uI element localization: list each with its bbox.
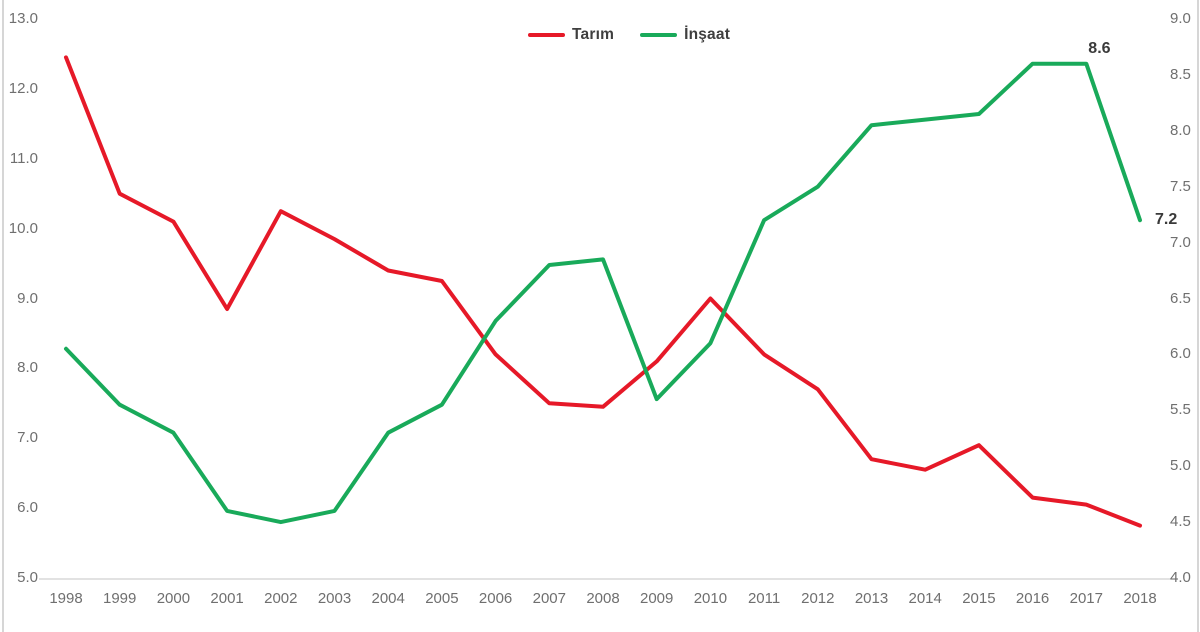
x-axis-tick: 2002 xyxy=(264,590,298,607)
x-axis-tick: 2000 xyxy=(156,590,191,607)
left-axis-tick: 6.0 xyxy=(17,499,38,517)
x-axis-tick: 2007 xyxy=(532,590,566,607)
left-axis-tick: 7.0 xyxy=(17,429,38,447)
x-axis-tick: 2013 xyxy=(854,590,889,607)
x-axis-tick: 2018 xyxy=(1123,590,1157,607)
x-axis-tick: 2009 xyxy=(640,590,674,607)
left-axis-tick: 8.0 xyxy=(17,359,38,377)
right-axis-tick: 5.5 xyxy=(1170,401,1191,419)
left-axis-tick: 11.0 xyxy=(9,149,38,167)
insaat-line xyxy=(64,61,1142,525)
tarim-line-swatch xyxy=(528,33,565,37)
x-axis-tick: 2008 xyxy=(586,590,620,607)
tarim-line xyxy=(64,55,1142,528)
x-axis-tick: 2014 xyxy=(908,590,942,607)
right-axis-tick: 4.5 xyxy=(1170,513,1191,531)
legend: Tarım İnşaat xyxy=(528,26,730,44)
left-axis-tick: 13.0 xyxy=(8,10,38,27)
x-axis-tick: 2004 xyxy=(371,590,405,607)
legend-label-insaat: İnşaat xyxy=(684,26,731,43)
left-axis-tick: 10.0 xyxy=(8,219,38,237)
left-axis-tick: 12.0 xyxy=(8,79,38,97)
right-axis-tick: 7.5 xyxy=(1170,177,1191,195)
x-axis-tick: 2003 xyxy=(317,590,352,607)
legend-label-tarim: Tarım xyxy=(572,26,615,43)
x-axis-tick: 2017 xyxy=(1069,590,1103,607)
left-axis-tick: 5.0 xyxy=(17,569,38,586)
x-axis-tick: 1998 xyxy=(49,590,83,607)
x-axis-tick: 2011 xyxy=(747,590,781,607)
window-border-left xyxy=(2,0,4,632)
x-axis-tick: 2010 xyxy=(693,590,728,607)
insaat-line-swatch xyxy=(640,33,678,37)
legend-item-tarim: Tarım xyxy=(528,26,614,44)
x-axis-tick: 2001 xyxy=(210,590,244,607)
x-axis-tick: 2006 xyxy=(478,590,513,607)
insaat-last-label: 7.2 xyxy=(1155,211,1178,229)
right-axis-tick: 5.0 xyxy=(1170,457,1191,475)
left-axis-tick: 9.0 xyxy=(17,289,38,307)
right-axis-tick: 4.0 xyxy=(1170,569,1191,586)
right-axis-tick: 6.5 xyxy=(1170,289,1191,307)
x-axis-tick: 2015 xyxy=(962,590,996,607)
x-axis-tick: 2016 xyxy=(1015,590,1050,607)
right-axis-tick: 6.0 xyxy=(1170,345,1191,363)
right-axis-tick: 8.0 xyxy=(1170,121,1191,139)
insaat-peak-label: 8.6 xyxy=(1088,39,1111,57)
x-axis-tick: 2012 xyxy=(801,590,835,607)
right-axis-tick: 9.0 xyxy=(1170,10,1191,27)
right-axis-tick: 7.0 xyxy=(1170,233,1191,251)
x-axis-tick: 1999 xyxy=(103,590,137,607)
window-border-right xyxy=(1197,0,1199,632)
right-axis-tick: 8.5 xyxy=(1170,65,1191,83)
x-axis-tick: 2005 xyxy=(425,590,459,607)
legend-item-insaat: İnşaat xyxy=(640,26,730,44)
